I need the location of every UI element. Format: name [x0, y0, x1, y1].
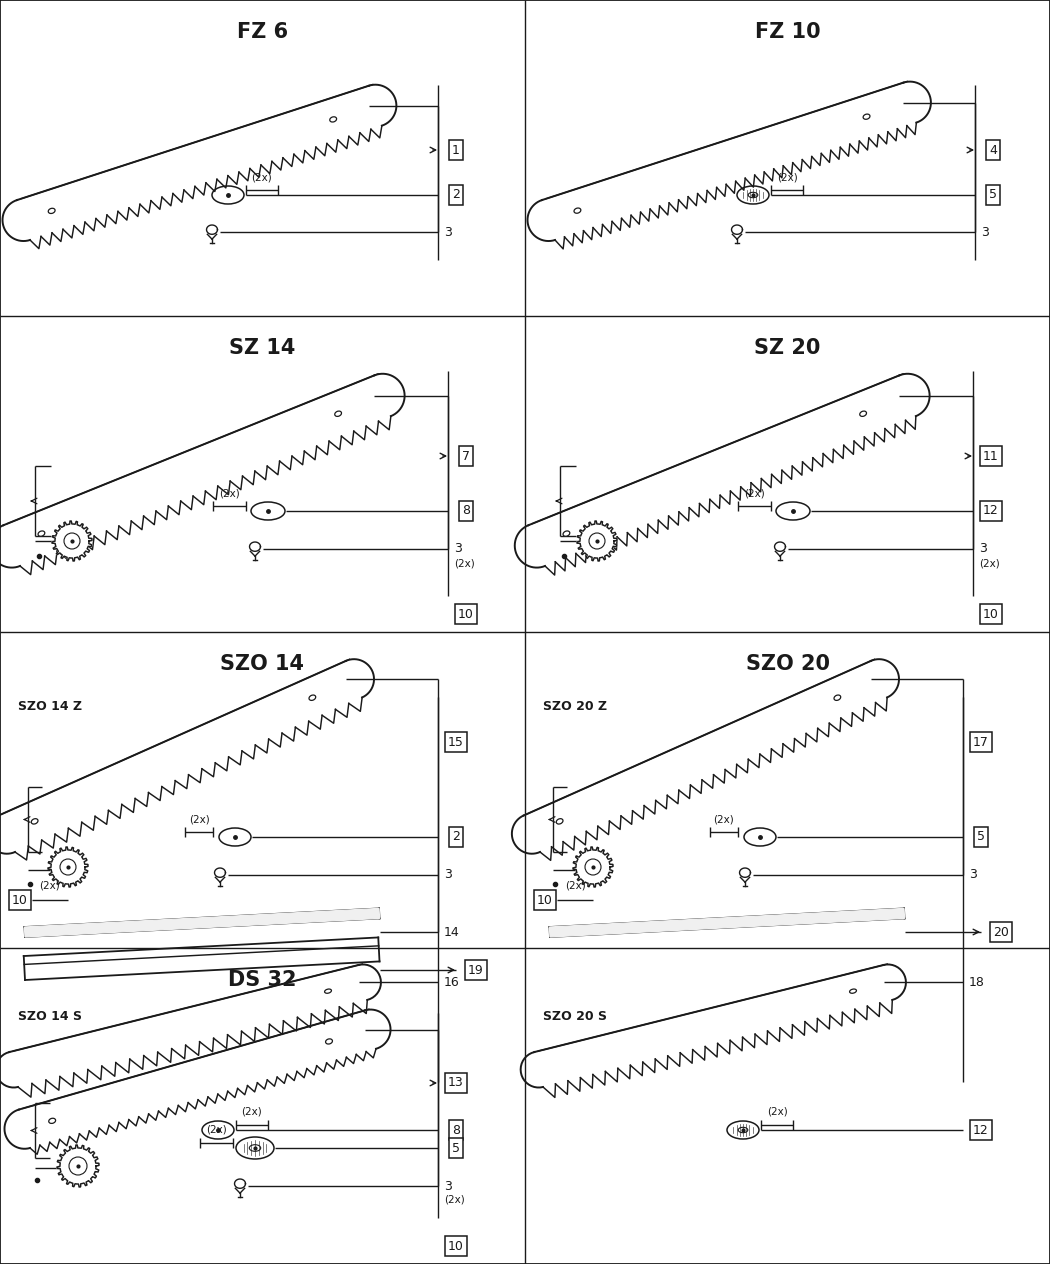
Ellipse shape: [251, 502, 285, 520]
Text: FZ 6: FZ 6: [237, 21, 288, 42]
Ellipse shape: [219, 828, 251, 846]
Text: 1: 1: [453, 144, 460, 157]
Polygon shape: [57, 1145, 99, 1187]
Polygon shape: [549, 909, 904, 937]
Ellipse shape: [589, 533, 605, 549]
Text: SZO 14 S: SZO 14 S: [18, 1010, 82, 1023]
Text: (2x): (2x): [252, 172, 272, 182]
Text: 3: 3: [454, 542, 462, 555]
Ellipse shape: [309, 695, 316, 700]
Text: SZO 14 Z: SZO 14 Z: [18, 700, 82, 713]
Text: 5: 5: [976, 830, 985, 843]
Text: (2x): (2x): [714, 814, 734, 824]
Text: FZ 10: FZ 10: [755, 21, 820, 42]
Text: 5: 5: [989, 188, 997, 201]
Text: DS 32: DS 32: [228, 969, 297, 990]
Text: (2x): (2x): [979, 557, 1000, 568]
Ellipse shape: [738, 1127, 748, 1133]
Ellipse shape: [556, 819, 563, 824]
Text: (2x): (2x): [744, 488, 764, 498]
Text: SZO 20 S: SZO 20 S: [543, 1010, 607, 1023]
Text: 4: 4: [989, 144, 996, 157]
Ellipse shape: [64, 533, 80, 549]
Polygon shape: [573, 847, 613, 887]
Text: 10: 10: [12, 894, 28, 906]
Text: (2x): (2x): [444, 1194, 465, 1205]
Text: 3: 3: [444, 1179, 452, 1192]
Ellipse shape: [727, 1121, 759, 1139]
Ellipse shape: [324, 988, 332, 994]
Text: 14: 14: [444, 925, 460, 938]
Ellipse shape: [212, 186, 244, 204]
Text: (2x): (2x): [777, 172, 797, 182]
Ellipse shape: [749, 192, 758, 197]
Polygon shape: [578, 521, 617, 561]
Ellipse shape: [48, 209, 55, 214]
Text: SZO 20 Z: SZO 20 Z: [543, 700, 607, 713]
Text: 8: 8: [462, 504, 470, 517]
Ellipse shape: [744, 828, 776, 846]
Polygon shape: [24, 909, 379, 937]
Text: (2x): (2x): [242, 1107, 262, 1117]
Ellipse shape: [32, 819, 38, 824]
Text: 18: 18: [969, 976, 985, 988]
Ellipse shape: [60, 860, 76, 875]
Text: 3: 3: [979, 542, 987, 555]
Ellipse shape: [863, 114, 870, 119]
Ellipse shape: [38, 531, 45, 536]
Text: (2x): (2x): [766, 1107, 788, 1117]
Text: 10: 10: [458, 608, 474, 621]
Text: SZ 14: SZ 14: [229, 337, 296, 358]
Text: 8: 8: [452, 1124, 460, 1136]
Text: 3: 3: [969, 868, 977, 881]
Ellipse shape: [249, 1145, 260, 1152]
Ellipse shape: [834, 695, 841, 700]
Text: 5: 5: [452, 1141, 460, 1154]
Ellipse shape: [48, 1119, 56, 1124]
Text: (2x): (2x): [189, 814, 209, 824]
Ellipse shape: [236, 1138, 274, 1159]
Text: 3: 3: [444, 225, 452, 239]
Text: 12: 12: [973, 1124, 989, 1136]
Text: 10: 10: [983, 608, 999, 621]
Text: SZ 20: SZ 20: [754, 337, 821, 358]
Text: 16: 16: [444, 976, 460, 988]
Ellipse shape: [563, 531, 570, 536]
Ellipse shape: [202, 1121, 234, 1139]
Ellipse shape: [849, 988, 857, 994]
Ellipse shape: [326, 1039, 333, 1044]
Text: 17: 17: [973, 736, 989, 748]
Text: 15: 15: [448, 736, 464, 748]
Text: (2x): (2x): [219, 488, 239, 498]
Ellipse shape: [330, 116, 337, 123]
Text: (2x): (2x): [454, 557, 475, 568]
Text: 12: 12: [983, 504, 999, 517]
Text: (2x): (2x): [40, 880, 61, 890]
Polygon shape: [52, 521, 92, 561]
Text: (2x): (2x): [565, 880, 586, 890]
Ellipse shape: [585, 860, 601, 875]
Polygon shape: [48, 847, 88, 887]
Text: 7: 7: [462, 450, 470, 463]
Text: SZO 14: SZO 14: [220, 653, 304, 674]
Text: 2: 2: [453, 188, 460, 201]
Text: 10: 10: [537, 894, 553, 906]
Text: SZO 20: SZO 20: [746, 653, 830, 674]
Text: 11: 11: [983, 450, 999, 463]
Ellipse shape: [737, 186, 769, 204]
Ellipse shape: [860, 411, 866, 416]
Text: (2x): (2x): [206, 1125, 227, 1135]
Text: 19: 19: [468, 963, 484, 977]
Text: 3: 3: [444, 868, 452, 881]
Text: 3: 3: [981, 225, 989, 239]
Text: 13: 13: [448, 1077, 464, 1090]
Ellipse shape: [335, 411, 341, 416]
Text: 2: 2: [453, 830, 460, 843]
Ellipse shape: [776, 502, 810, 520]
Text: 20: 20: [993, 925, 1009, 938]
Ellipse shape: [574, 209, 581, 214]
Ellipse shape: [69, 1157, 87, 1176]
Text: 10: 10: [448, 1240, 464, 1253]
